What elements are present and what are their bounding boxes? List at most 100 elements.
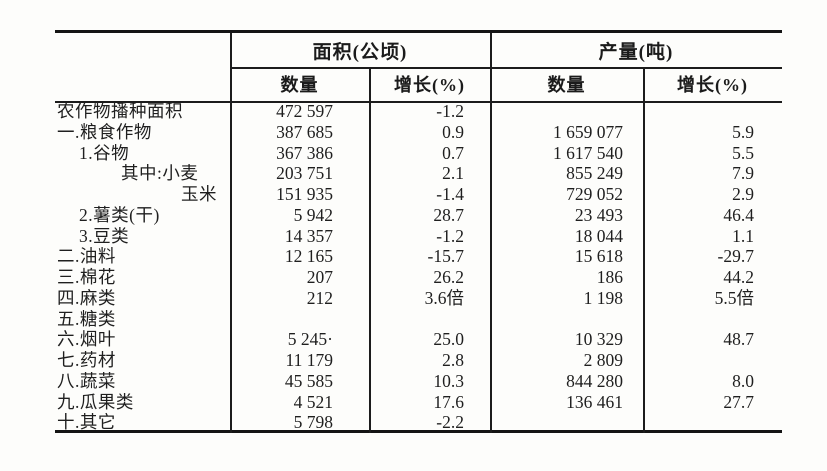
row-label: 农作物播种面积	[57, 101, 183, 121]
output-qty-cell: 855 249	[566, 163, 623, 184]
output-growth-cell: 44.2	[723, 267, 754, 287]
output-growth-cell: 5.5倍	[714, 287, 754, 308]
area-qty-cell: 387 685	[276, 121, 333, 142]
row-label: 3.豆类	[79, 225, 130, 246]
row-label: 其中:小麦	[121, 163, 199, 184]
output-qty-cell: 186	[596, 267, 623, 287]
output-qty-cell: 136 461	[566, 391, 623, 412]
output-qty-cell	[490, 309, 643, 330]
area-growth-cell: 17.6	[433, 391, 464, 412]
area-growth-cell: 26.2	[433, 267, 464, 287]
table-row: 四.麻类 212 3.6倍 1 198 5.5倍	[55, 288, 782, 309]
row-label: 四.麻类	[57, 287, 116, 308]
output-qty-cell: 10 329	[574, 329, 623, 350]
table-row: 八.蔬菜 45 585 10.3 844 280 8.0	[55, 371, 782, 392]
output-growth-cell: 8.0	[732, 370, 754, 391]
row-label: 五.糖类	[57, 308, 116, 329]
output-qty-cell: 2 809	[583, 350, 623, 370]
area-qty-cell: 472 597	[276, 101, 333, 121]
row-label: 十.其它	[57, 412, 116, 433]
output-growth-cell	[643, 350, 782, 371]
output-qty-cell: 15 618	[574, 246, 623, 267]
output-growth-cell: 2.9	[732, 184, 754, 204]
output-qty-cell: 18 044	[574, 225, 623, 246]
row-label: 三.棉花	[57, 267, 116, 287]
vertical-separator-area-output	[490, 33, 492, 433]
output-qty-cell	[490, 101, 643, 122]
table-row: 农作物播种面积 472 597 -1.2	[55, 101, 782, 122]
table-row: 十.其它 5 798 -2.2	[55, 412, 782, 433]
area-growth-cell: 3.6倍	[424, 287, 464, 308]
area-qty-cell: 5 245·	[287, 329, 333, 350]
table-body: 农作物播种面积 472 597 -1.2 一.粮食作物 387 685 0.9 1 659 …	[55, 101, 782, 433]
area-qty-cell: 5 942	[293, 204, 333, 225]
area-growth-header: 增长(%)	[394, 75, 465, 95]
area-growth-cell: -1.2	[436, 225, 464, 246]
area-qty-cell: 367 386	[276, 142, 333, 163]
output-qty-cell	[490, 412, 643, 433]
table-row: 二.油料 12 165 -15.7 15 618 -29.7	[55, 246, 782, 267]
area-growth-cell: 2.1	[442, 163, 464, 184]
area-growth-cell: 0.7	[442, 142, 464, 163]
table-row: 五.糖类	[55, 309, 782, 330]
area-qty-cell: 14 357	[284, 225, 333, 246]
area-growth-cell	[369, 309, 490, 330]
area-qty-cell: 11 179	[285, 350, 333, 370]
output-growth-cell: 1.1	[732, 225, 754, 246]
vertical-separator-area-qty-growth	[369, 67, 371, 433]
area-growth-cell: 25.0	[433, 329, 464, 350]
table-row: 其中:小麦 203 751 2.1 855 249 7.9	[55, 163, 782, 184]
area-qty-cell: 212	[306, 287, 333, 308]
table-row: 三.棉花 207 26.2 186 44.2	[55, 267, 782, 288]
output-qty-cell: 844 280	[566, 370, 623, 391]
area-qty-cell: 207	[306, 267, 333, 287]
output-growth-cell	[643, 309, 782, 330]
area-group-header: 面积(公顷)	[312, 41, 408, 63]
vertical-separator-labels	[230, 33, 232, 433]
output-growth-header: 增长(%)	[677, 75, 748, 95]
area-growth-cell: 2.8	[442, 350, 464, 370]
output-qty-cell: 1 659 077	[553, 121, 623, 142]
area-growth-cell: -1.4	[436, 184, 464, 204]
group-header-underline	[230, 67, 782, 69]
output-growth-cell: 5.5	[732, 142, 754, 163]
table-row: 九.瓜果类 4 521 17.6 136 461 27.7	[55, 392, 782, 413]
output-growth-cell: 46.4	[723, 204, 754, 225]
output-growth-cell: 7.9	[732, 163, 754, 184]
row-label: 2.薯类(干)	[79, 204, 160, 225]
area-qty-cell	[230, 309, 369, 330]
table-row: 七.药材 11 179 2.8 2 809	[55, 350, 782, 371]
column-header-underline	[55, 101, 782, 103]
output-growth-cell	[643, 412, 782, 433]
output-growth-cell	[643, 101, 782, 122]
output-growth-cell: 5.9	[732, 121, 754, 142]
row-label: 七.药材	[57, 350, 116, 370]
output-growth-cell: -29.7	[717, 246, 754, 267]
area-qty-cell: 151 935	[276, 184, 333, 204]
area-growth-cell: 28.7	[433, 204, 464, 225]
area-growth-cell: -2.2	[436, 412, 464, 433]
area-growth-cell: 10.3	[433, 370, 464, 391]
row-label: 1.谷物	[79, 142, 130, 163]
row-label: 一.粮食作物	[57, 121, 152, 142]
area-qty-cell: 5 798	[293, 412, 333, 433]
output-growth-cell: 27.7	[723, 391, 754, 412]
vertical-separator-output-qty-growth	[643, 67, 645, 433]
row-label: 六.烟叶	[57, 329, 116, 350]
area-qty-cell: 203 751	[276, 163, 333, 184]
area-growth-cell: 0.9	[442, 121, 464, 142]
area-growth-cell: -1.2	[436, 101, 464, 121]
output-growth-cell: 48.7	[723, 329, 754, 350]
table-row: 一.粮食作物 387 685 0.9 1 659 077 5.9	[55, 122, 782, 143]
area-qty-cell: 45 585	[284, 370, 333, 391]
row-label: 九.瓜果类	[57, 391, 134, 412]
table-row: 3.豆类 14 357 -1.2 18 044 1.1	[55, 226, 782, 247]
crops-statistics-table: 面积(公顷) 产量(吨) 数量 增长(%) 数量 增长(%) 农作物播种面积 47…	[55, 30, 782, 433]
area-qty-header: 数量	[280, 75, 319, 95]
output-qty-cell: 23 493	[574, 204, 623, 225]
output-qty-cell: 1 617 540	[553, 142, 623, 163]
output-qty-cell: 1 198	[583, 287, 623, 308]
output-qty-cell: 729 052	[566, 184, 623, 204]
row-label: 八.蔬菜	[57, 370, 116, 391]
table-row: 2.薯类(干) 5 942 28.7 23 493 46.4	[55, 205, 782, 226]
